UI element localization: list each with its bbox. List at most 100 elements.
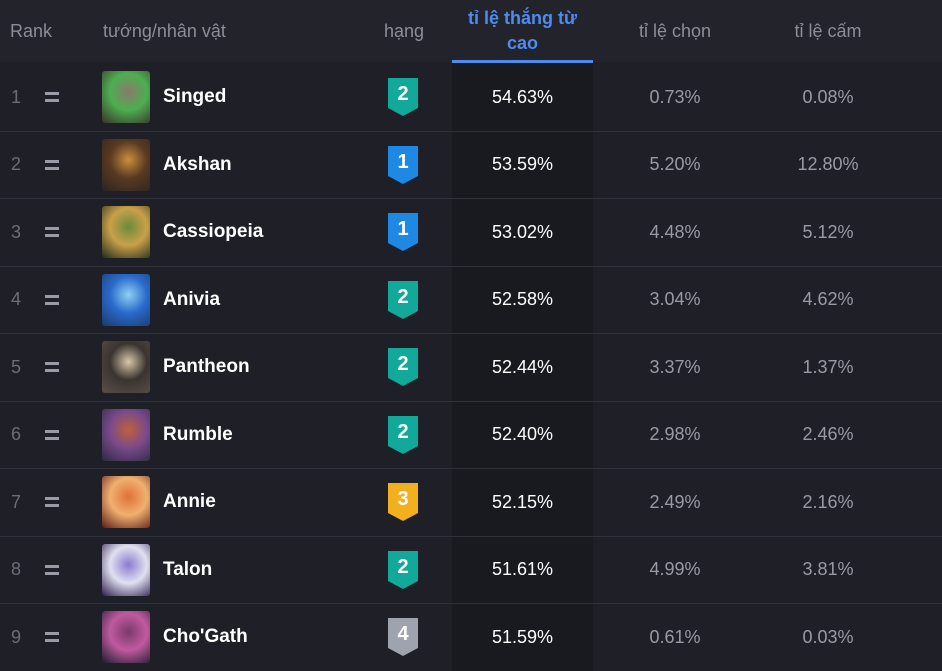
rank-number: 9 bbox=[11, 626, 22, 647]
pick-rate-value: 2.49% bbox=[649, 491, 701, 512]
header-win-rate[interactable]: tỉ lệ thắng từ cao bbox=[452, 0, 593, 62]
tier-cell: 2 bbox=[388, 267, 418, 334]
tier-badge: 2 bbox=[388, 550, 418, 589]
table-row-singed[interactable]: 1 Singed 2 54.63% 0.73% 0.08% bbox=[0, 64, 942, 131]
champion-name[interactable]: Rumble bbox=[163, 423, 233, 445]
table-row-cassiopeia[interactable]: 3 Cassiopeia 1 53.02% 4.48% 5.12% bbox=[0, 198, 942, 266]
avatar[interactable] bbox=[102, 476, 150, 529]
tier-badge: 1 bbox=[388, 213, 418, 252]
avatar-cell[interactable] bbox=[102, 267, 150, 334]
table-row-talon[interactable]: 8 Talon 2 51.61% 4.99% 3.81% bbox=[0, 535, 942, 604]
avatar[interactable] bbox=[102, 341, 150, 394]
win-rate-value: 53.02% bbox=[491, 221, 554, 242]
tier-badge: 4 bbox=[388, 618, 418, 657]
table-row-annie[interactable]: 7 Annie 3 52.15% 2.49% 2.16% bbox=[0, 468, 942, 536]
pick-rate-value: 5.20% bbox=[649, 154, 701, 175]
trend-cell bbox=[45, 132, 61, 199]
avatar[interactable] bbox=[102, 273, 150, 326]
trend-cell bbox=[45, 199, 61, 266]
equal-icon bbox=[45, 429, 59, 440]
tier-cell: 4 bbox=[388, 604, 418, 671]
tier-badge-shield-icon bbox=[388, 550, 418, 589]
win-rate-value: 54.63% bbox=[491, 86, 554, 107]
tier-number: 4 bbox=[397, 623, 409, 646]
avatar-cell[interactable] bbox=[102, 604, 150, 671]
tier-badge-shield-icon bbox=[388, 145, 418, 184]
tier-number: 1 bbox=[397, 218, 409, 241]
ban-rate-value: 4.62% bbox=[802, 289, 854, 310]
ban-rate-value: 1.37% bbox=[802, 356, 854, 377]
header-win-rate-line1: tỉ lệ thắng từ bbox=[467, 8, 578, 28]
table-row-akshan[interactable]: 2 Akshan 1 53.59% 5.20% 12.80% bbox=[0, 130, 942, 199]
table-body: 1 Singed 2 54.63% 0.73% 0.08% 2 Akshan bbox=[0, 64, 942, 671]
header-champion[interactable]: tướng/nhân vật bbox=[103, 20, 226, 41]
ban-rate-value: 5.12% bbox=[802, 221, 854, 242]
header-rank[interactable]: Rank bbox=[10, 20, 53, 41]
table-row-cho-gath[interactable]: 9 Cho'Gath 4 51.59% 0.61% 0.03% bbox=[0, 603, 942, 671]
ban-rate-value: 12.80% bbox=[797, 154, 859, 175]
equal-icon bbox=[45, 362, 59, 373]
trend-cell bbox=[45, 537, 61, 604]
tier-badge: 2 bbox=[388, 415, 418, 454]
tier-cell: 2 bbox=[388, 537, 418, 604]
champion-name[interactable]: Anivia bbox=[163, 288, 221, 310]
champion-name[interactable]: Cassiopeia bbox=[163, 221, 264, 243]
table-row-anivia[interactable]: 4 Anivia 2 52.58% 3.04% 4.62% bbox=[0, 265, 942, 334]
avatar[interactable] bbox=[102, 611, 150, 664]
avatar[interactable] bbox=[102, 408, 150, 461]
win-rate-column-highlight bbox=[452, 62, 593, 671]
champion-name[interactable]: Annie bbox=[163, 491, 216, 513]
tier-number: 2 bbox=[397, 555, 409, 578]
avatar[interactable] bbox=[102, 138, 150, 191]
trend-cell bbox=[45, 604, 61, 671]
header-ban-rate[interactable]: tỉ lệ cấm bbox=[794, 20, 862, 41]
table-row-pantheon[interactable]: 5 Pantheon 2 52.44% 3.37% 1.37% bbox=[0, 333, 942, 401]
avatar-cell[interactable] bbox=[102, 469, 150, 536]
avatar-cell[interactable] bbox=[102, 132, 150, 199]
trend-cell bbox=[45, 469, 61, 536]
tier-badge-shield-icon bbox=[388, 348, 418, 387]
champion-name[interactable]: Talon bbox=[163, 558, 213, 580]
header-tier[interactable]: hạng bbox=[383, 20, 425, 41]
win-rate-value: 52.58% bbox=[491, 289, 554, 310]
avatar-cell[interactable] bbox=[102, 537, 150, 604]
tier-badge: 2 bbox=[388, 348, 418, 387]
avatar-cell[interactable] bbox=[102, 64, 150, 131]
active-sort-underline bbox=[452, 60, 593, 63]
pick-rate-value: 3.04% bbox=[649, 289, 701, 310]
tier-badge: 2 bbox=[388, 78, 418, 117]
tier-cell: 2 bbox=[388, 334, 418, 401]
champion-name[interactable]: Pantheon bbox=[163, 356, 250, 378]
equal-icon bbox=[45, 92, 59, 103]
equal-icon bbox=[45, 497, 59, 508]
avatar[interactable] bbox=[102, 71, 150, 124]
rank-number: 7 bbox=[11, 491, 22, 512]
avatar[interactable] bbox=[102, 543, 150, 596]
pick-rate-value: 4.99% bbox=[649, 559, 701, 580]
pick-rate-value: 4.48% bbox=[649, 221, 701, 242]
trend-cell bbox=[45, 334, 61, 401]
equal-icon bbox=[45, 632, 59, 643]
rank-number: 8 bbox=[11, 559, 22, 580]
equal-icon bbox=[45, 294, 59, 305]
tier-number: 2 bbox=[397, 353, 409, 376]
tier-badge-shield-icon bbox=[388, 280, 418, 319]
header-pick-rate[interactable]: tỉ lệ chọn bbox=[638, 20, 712, 41]
champion-name[interactable]: Singed bbox=[163, 86, 227, 108]
tier-badge: 3 bbox=[388, 483, 418, 522]
tier-cell: 1 bbox=[388, 199, 418, 266]
avatar-cell[interactable] bbox=[102, 334, 150, 401]
champion-name[interactable]: Cho'Gath bbox=[163, 626, 248, 648]
avatar[interactable] bbox=[102, 206, 150, 259]
equal-icon bbox=[45, 227, 59, 238]
champion-name[interactable]: Akshan bbox=[163, 153, 232, 175]
tier-number: 1 bbox=[397, 150, 409, 173]
tier-number: 2 bbox=[397, 83, 409, 106]
ban-rate-value: 3.81% bbox=[802, 559, 854, 580]
equal-icon bbox=[45, 159, 59, 170]
pick-rate-value: 3.37% bbox=[649, 356, 701, 377]
tier-cell: 3 bbox=[388, 469, 418, 536]
avatar-cell[interactable] bbox=[102, 402, 150, 469]
avatar-cell[interactable] bbox=[102, 199, 150, 266]
table-row-rumble[interactable]: 6 Rumble 2 52.40% 2.98% 2.46% bbox=[0, 400, 942, 469]
